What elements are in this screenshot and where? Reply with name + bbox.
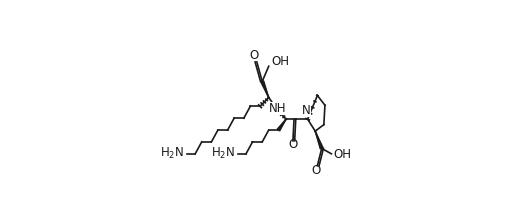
Text: NH: NH xyxy=(269,102,286,115)
Text: O: O xyxy=(288,138,297,151)
Text: O: O xyxy=(249,49,259,62)
Polygon shape xyxy=(261,81,269,98)
Polygon shape xyxy=(277,119,286,131)
Text: N: N xyxy=(302,104,311,117)
Text: OH: OH xyxy=(271,55,289,68)
Text: O: O xyxy=(312,164,321,177)
Polygon shape xyxy=(315,131,323,149)
Text: H$_2$N: H$_2$N xyxy=(211,146,235,161)
Text: OH: OH xyxy=(334,148,351,161)
Text: H$_2$N: H$_2$N xyxy=(160,146,184,161)
